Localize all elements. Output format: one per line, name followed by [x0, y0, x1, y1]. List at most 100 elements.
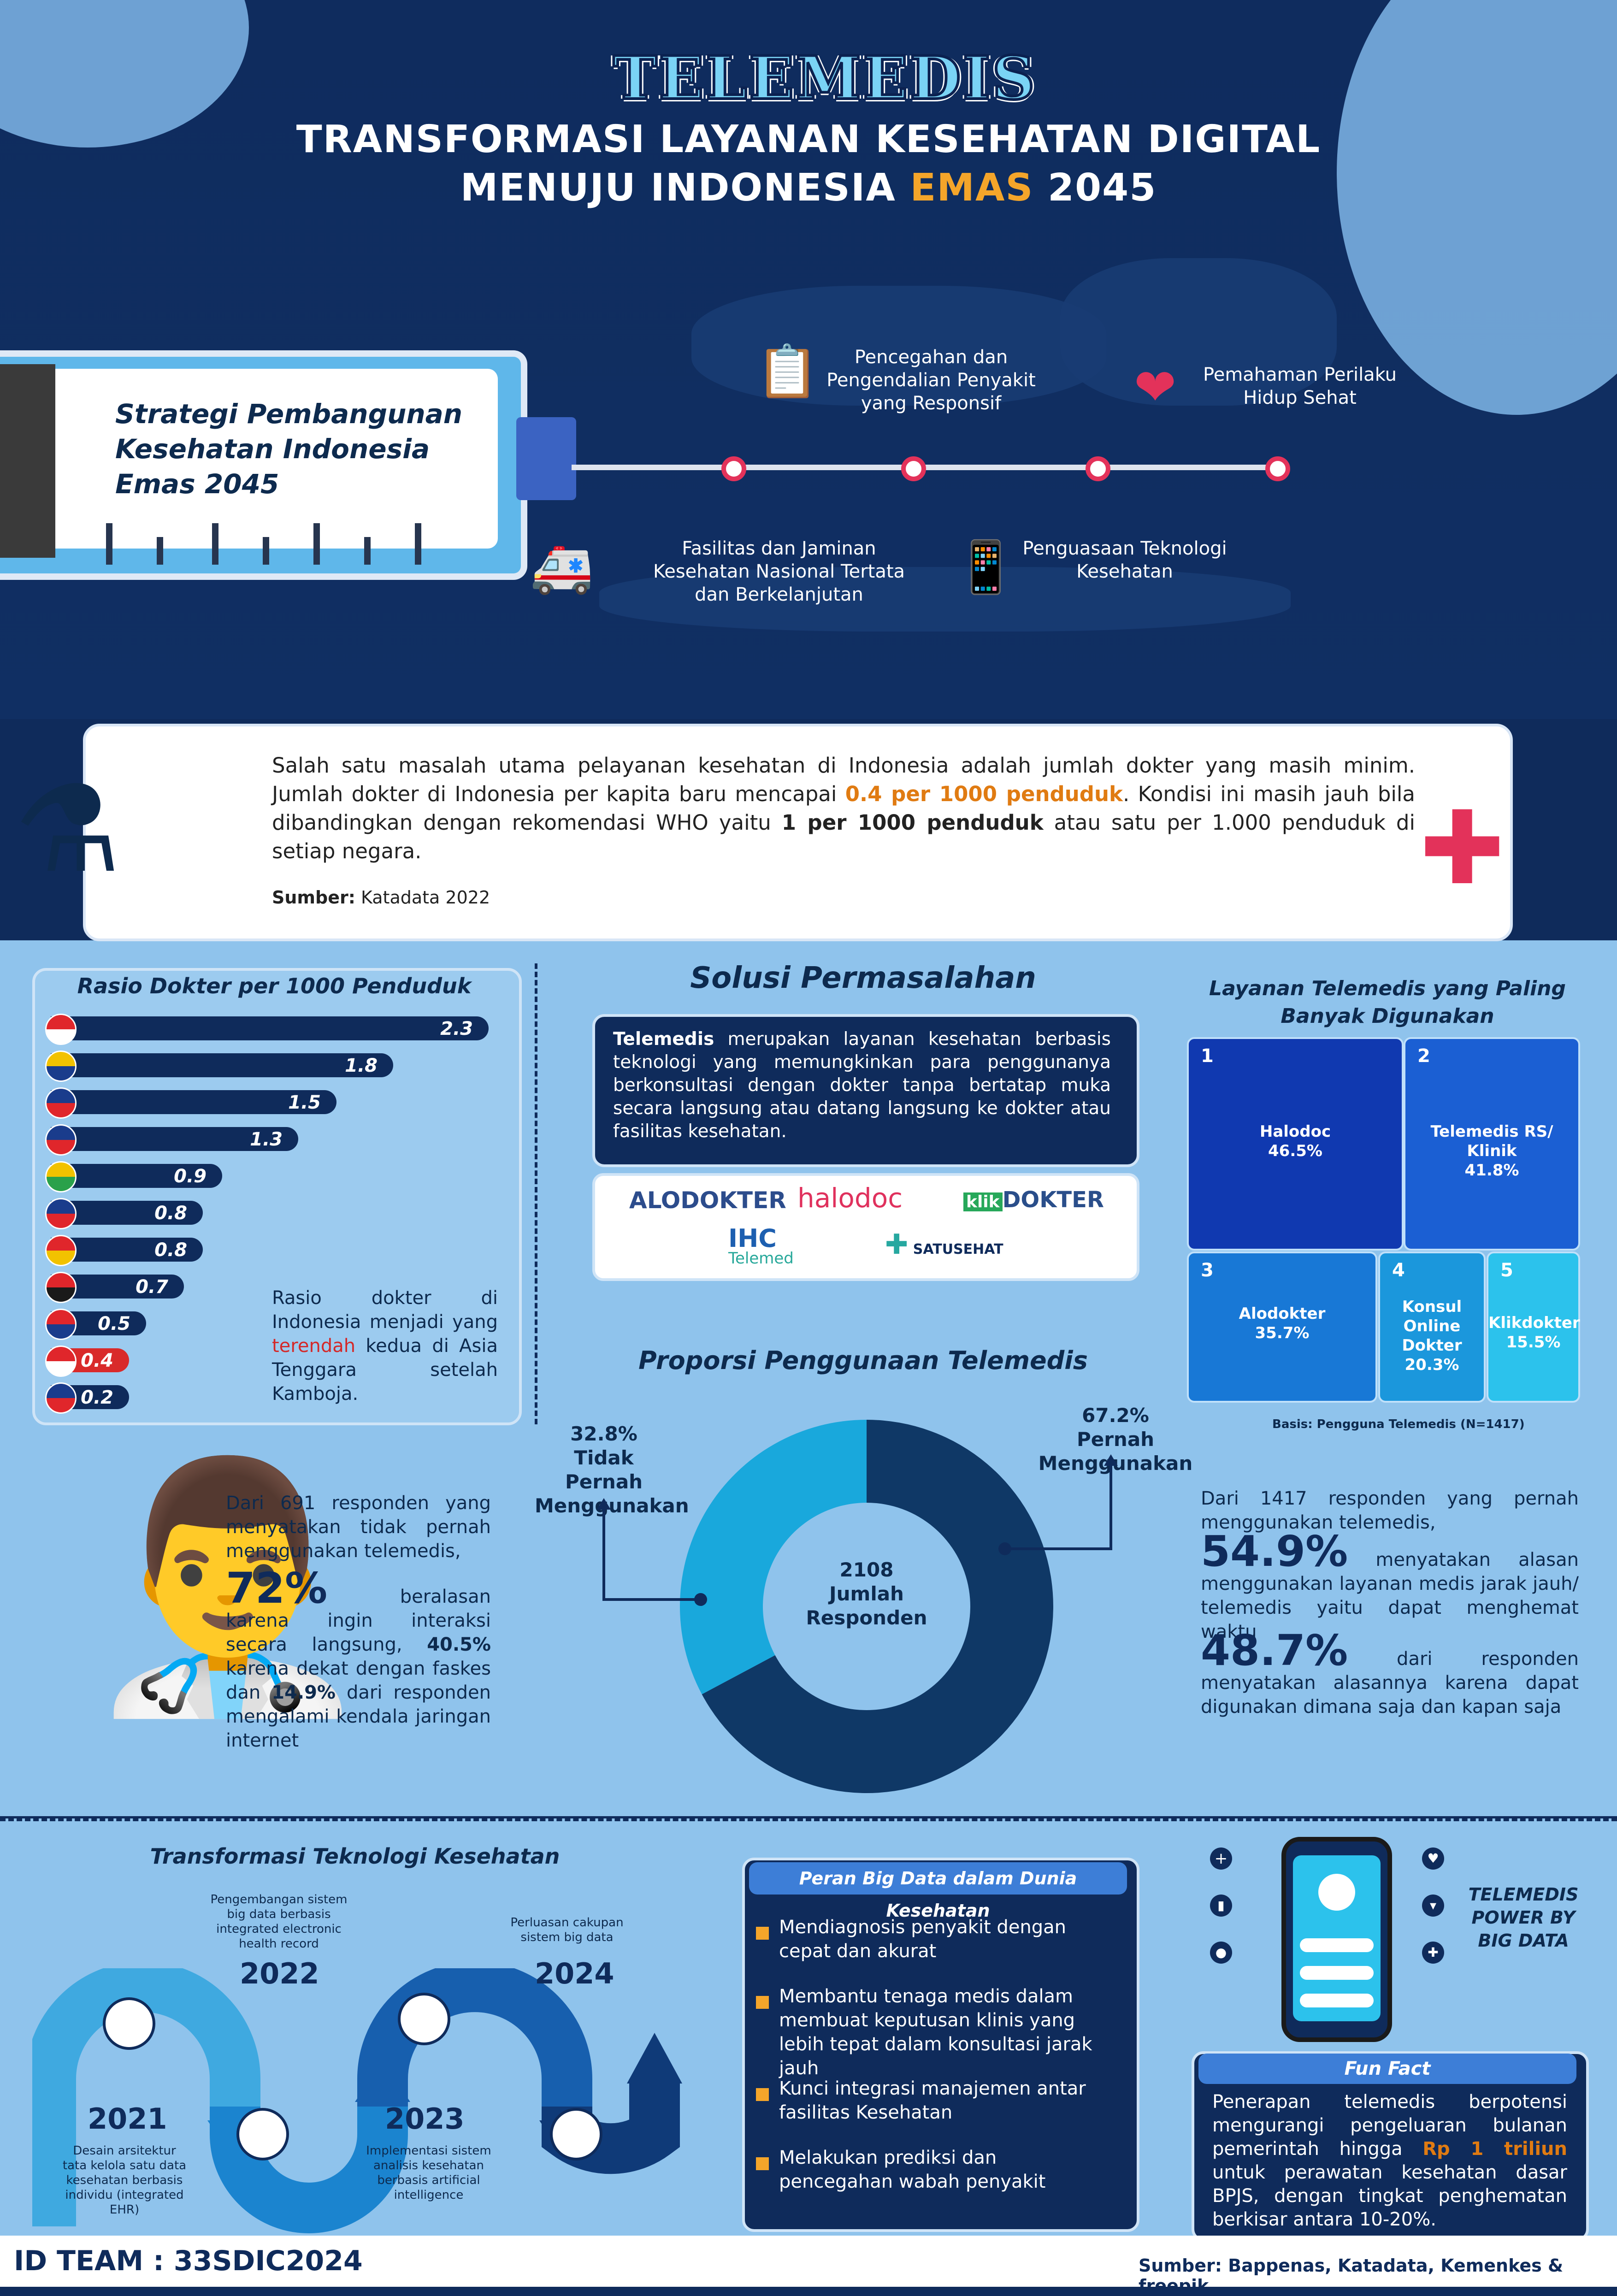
- ratio-bar: 1.5: [51, 1090, 336, 1114]
- syringe-tick: [157, 537, 163, 565]
- heart-icon: ♥: [1422, 1847, 1444, 1870]
- tile-name: Telemedis RS/ Klinik: [1430, 1122, 1553, 1160]
- title-text: MENUJU INDONESIA: [460, 166, 910, 210]
- ratio-bar-label: 0.8: [154, 1203, 187, 1224]
- donut-label-never: 32.8% Tidak Pernah Menggunakan: [535, 1422, 689, 1518]
- info-text: . Kondisi ini masih jauh bila dibandingk…: [272, 782, 1416, 835]
- service-tile-5: 5 Klikdokter 15.5%: [1487, 1251, 1580, 1403]
- info-card: [83, 724, 1513, 941]
- info-source: Sumber: Katadata 2022: [272, 887, 490, 908]
- ratio-bar-label: 0.5: [98, 1313, 130, 1334]
- klikdokter-logo: klik DOKTER: [963, 1187, 1104, 1213]
- map-shape: [691, 286, 1106, 406]
- solution-text: Telemedis merupakan layanan kesehatan be…: [613, 1028, 1111, 1143]
- milestone-note: Desain arsitektur tata kelola satu data …: [62, 2144, 187, 2217]
- bigdata-item: Mendiagnosis penyakit dengan cepat dan a…: [779, 1917, 1067, 1962]
- syringe-tick: [415, 523, 421, 565]
- source-text: Katadata 2022: [355, 887, 490, 908]
- bigdata-card: [742, 1858, 1139, 2232]
- ihc-logo-a: IHC: [728, 1224, 777, 1253]
- wave-segment-2: [210, 2097, 408, 2233]
- stat-text: karena dekat dengan faskes dan: [226, 1658, 491, 1703]
- server-icon: [236, 2108, 289, 2160]
- milestone-year: 2024: [535, 1957, 614, 1990]
- syringe-tick: [364, 537, 371, 565]
- label-value: 67.2%: [1082, 1404, 1149, 1427]
- medical-cross-icon: ✚: [1422, 1942, 1444, 1964]
- chat-bubble: [1300, 1966, 1374, 1980]
- solution-lead: Telemedis: [613, 1029, 714, 1050]
- label-text: Tidak Pernah Menggunakan: [535, 1446, 689, 1517]
- medicine-bottle-icon: ▮: [1210, 1895, 1232, 1917]
- ratio-bar: 0.9: [51, 1164, 222, 1188]
- bigdata-title: Peran Big Data dalam Dunia Kesehatan: [749, 1862, 1127, 1921]
- phone-health-icon: 📱: [954, 537, 1017, 596]
- country-flag-icon: [45, 1272, 77, 1303]
- klikdokter-logo-a: klik: [963, 1192, 1003, 1211]
- stat-big: 48.7%: [1201, 1626, 1348, 1675]
- arrow-up-icon: [1104, 1454, 1118, 1466]
- map-shape: [599, 567, 1291, 632]
- connector-dot: [694, 1593, 707, 1606]
- milestone-year: 2022: [240, 1957, 319, 1990]
- tile-label: Konsul Online Dokter 20.3%: [1380, 1297, 1484, 1375]
- solution-body: merupakan layanan kesehatan berbasis tek…: [613, 1029, 1111, 1142]
- ai-chip-icon: [398, 1993, 450, 2045]
- right-stats-intro: Dari 1417 responden yang pernah mengguna…: [1201, 1488, 1579, 1533]
- tile-name: Klikdokter: [1488, 1314, 1580, 1332]
- tile-value: 20.3%: [1405, 1356, 1459, 1374]
- arrow-up-icon: [627, 2033, 682, 2084]
- divider: [535, 963, 537, 1424]
- clipboard-icon: 📋: [756, 342, 819, 401]
- title-highlight: EMAS: [910, 166, 1034, 210]
- note-highlight: terendah: [272, 1335, 356, 1357]
- info-paragraph: Salah satu masalah utama pelayanan keseh…: [272, 751, 1415, 866]
- ratio-bar-label: 1.8: [345, 1055, 378, 1076]
- footer-source: Sumber: Bappenas, Katadata, Kemenkes & f…: [1139, 2255, 1564, 2296]
- chat-bubble: [1300, 1938, 1374, 1952]
- phone-screen: [1293, 1855, 1381, 2021]
- ratio-bar-label: 0.9: [174, 1166, 207, 1187]
- country-flag-icon: [45, 1346, 77, 1377]
- syringe-tick: [212, 523, 218, 565]
- tile-rank: 1: [1201, 1045, 1214, 1067]
- map-shape: [1060, 258, 1337, 406]
- tile-rank: 2: [1417, 1045, 1430, 1067]
- syringe-tick: [313, 523, 320, 565]
- services-title: Layanan Telemedis yang Paling Banyak Dig…: [1209, 977, 1566, 1028]
- syringe-tip: [516, 417, 576, 500]
- brand-logo: TELEMEDIS: [612, 42, 1037, 114]
- pill-icon: ●: [1210, 1942, 1232, 1964]
- satusehat-logo: ✚ SATUSEHAT: [885, 1228, 1003, 1261]
- stat-big: 72%: [226, 1564, 328, 1613]
- page-title-line2: MENUJU INDONESIA EMAS 2045: [0, 166, 1617, 210]
- stat-bold: 14.9%: [271, 1682, 336, 1703]
- avatar: [1318, 1874, 1355, 1911]
- country-flag-icon: [45, 1235, 77, 1266]
- fact-text: Penerapan telemedis berpotensi mengurang…: [1212, 2091, 1567, 2160]
- tile-value: 15.5%: [1506, 1333, 1561, 1352]
- timeline-dot: [1086, 456, 1110, 481]
- solution-title: Solusi Permasalahan: [690, 961, 1036, 995]
- tile-label: Halodoc 46.5%: [1189, 1122, 1402, 1161]
- funfact-text: Penerapan telemedis berpotensi mengurang…: [1212, 2090, 1567, 2231]
- timeline-wave: [32, 1968, 682, 2233]
- services-basis: Basis: Pengguna Telemedis (N=1417): [1272, 1417, 1525, 1431]
- usage-donut-chart: [680, 1420, 1053, 1793]
- left-stats-intro: Dari 691 responden yang menyatakan tidak…: [226, 1493, 491, 1562]
- bullet-icon: [756, 1927, 769, 1940]
- tile-rank: 3: [1201, 1260, 1214, 1281]
- tile-value: 35.7%: [1255, 1324, 1310, 1342]
- ratio-bar: 1.8: [51, 1053, 393, 1077]
- stat-text: dari responden menyatakan alasannya kare…: [1201, 1648, 1579, 1718]
- partner-logos: [592, 1173, 1139, 1281]
- milestone-note: Implementasi sistem analisis kesehatan b…: [366, 2144, 491, 2202]
- first-aid-kit-icon: ✚: [1420, 789, 1505, 907]
- database-icon: [103, 1997, 155, 2050]
- left-stats-body: 72% beralasan karena ingin interaksi sec…: [226, 1567, 491, 1753]
- ratio-bar-label: 1.5: [288, 1092, 321, 1113]
- funfact-title: Fun Fact: [1198, 2054, 1576, 2084]
- satusehat-text: SATUSEHAT: [913, 1241, 1003, 1257]
- donut-slice-ever: [702, 1420, 1053, 1793]
- donut-center: 2108 Jumlah Responden: [774, 1558, 959, 1630]
